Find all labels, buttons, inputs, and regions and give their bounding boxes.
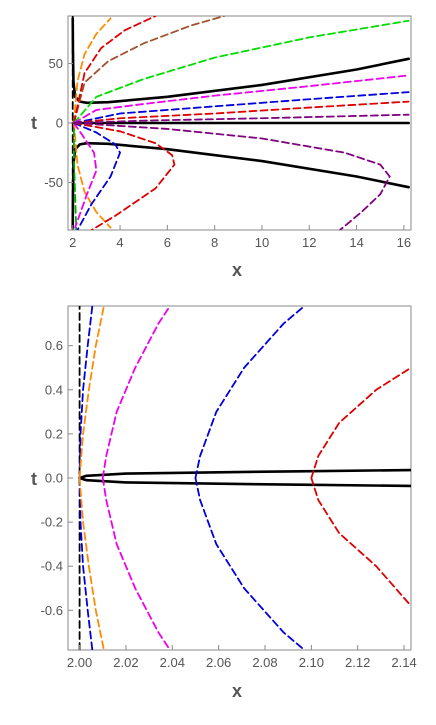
series-curve-12: [73, 122, 112, 229]
series-curve-7: [73, 19, 410, 124]
series-curve-6: [194, 306, 306, 479]
series-curve-5: [101, 306, 171, 479]
series-curve-17: [73, 122, 391, 230]
series-curve-3: [78, 306, 94, 479]
series-curve-14: [73, 122, 98, 229]
y-tick-label: -0.2: [41, 515, 63, 530]
y-axis-label: t: [31, 469, 37, 489]
series-curve-11: [73, 113, 410, 124]
y-tick-label: 0.6: [45, 338, 63, 353]
y-tick-label: 0.0: [45, 471, 63, 486]
y-tick-label: -50: [44, 175, 63, 190]
x-tick-label: 2.14: [391, 655, 416, 670]
x-tick-label: 14: [349, 235, 363, 250]
x-tick-label: 2.00: [67, 655, 92, 670]
series-curve-8: [73, 74, 410, 124]
top-plot: 2 4 6 8 10 12 14 16 -50 0 50 x t: [31, 15, 412, 280]
y-tick-label: 0.2: [45, 426, 63, 441]
x-tick-label: 2.12: [345, 655, 370, 670]
series-curve-13: [73, 128, 78, 230]
series-curve-12: [310, 477, 411, 607]
x-tick-label: 12: [302, 235, 316, 250]
y-tick-label: 0.4: [45, 382, 63, 397]
x-tick-label: 16: [397, 235, 411, 250]
series-curve-16: [73, 122, 176, 230]
series-curve-6: [73, 16, 157, 124]
y-tick-label: 50: [49, 56, 63, 71]
series-curve-9: [73, 91, 410, 124]
series-curve-10: [73, 100, 410, 124]
x-tick-label: 2.02: [113, 655, 138, 670]
series-curve-10: [101, 477, 171, 650]
series-curve-4: [73, 17, 112, 124]
series-curve-15: [73, 122, 121, 230]
y-tick-label: 0: [56, 116, 63, 131]
x-tick-label: 4: [116, 235, 123, 250]
x-tick-label: 2: [69, 235, 76, 250]
series-curve-8: [78, 477, 94, 650]
series-curve-0: [71, 17, 410, 105]
x-axis-label: x: [232, 681, 242, 701]
x-tick-label: 8: [211, 235, 218, 250]
series-curve-5: [73, 16, 226, 124]
bottom-plot: 2.00 2.02 2.04 2.06 2.08 2.10 2.12 2.14 -0.6 -0.4…: [31, 305, 417, 701]
y-axis-label: t: [31, 113, 37, 133]
x-tick-label: 10: [255, 235, 269, 250]
x-tick-label: 2.06: [206, 655, 231, 670]
x-tick-label: 2.08: [252, 655, 277, 670]
y-tick-label: -0.6: [41, 603, 63, 618]
x-axis-label: x: [232, 260, 242, 280]
y-tick-label: -0.4: [41, 559, 63, 574]
series-curve-1: [78, 468, 411, 480]
x-tick-label: 6: [164, 235, 171, 250]
series-curve-2: [78, 476, 411, 488]
x-tick-label: 2.10: [299, 655, 324, 670]
series-curve-7: [310, 366, 411, 479]
series-curve-9: [78, 477, 105, 650]
series-curve-11: [194, 477, 306, 650]
plot-frame: [67, 305, 412, 651]
series-curve-4: [78, 306, 105, 479]
x-tick-label: 2.04: [160, 655, 185, 670]
